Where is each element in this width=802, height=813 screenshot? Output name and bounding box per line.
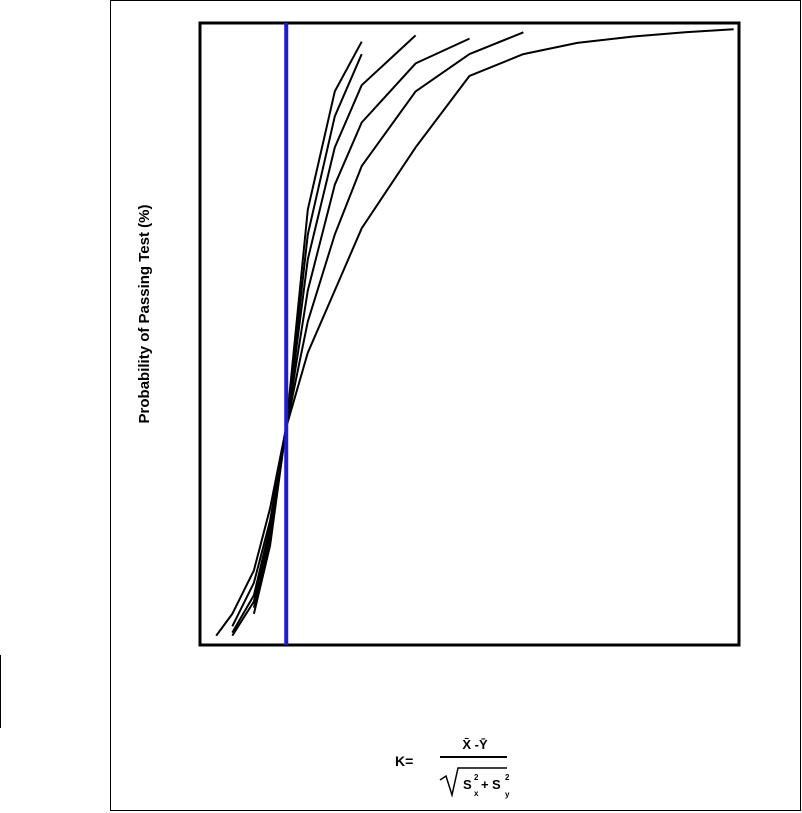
y-axis-label: Probability of Passing Test (%): [136, 205, 153, 424]
curve: [231, 37, 470, 634]
formula-sub1: x: [474, 789, 479, 798]
curve: [215, 28, 734, 637]
formula-sup2: 2: [505, 773, 510, 782]
x-axis-label: K= X̄ -Ȳ S x 2 + S y 2: [395, 737, 510, 799]
plot-area: [198, 21, 741, 647]
curve: [252, 41, 363, 615]
formula-s1: S: [463, 777, 472, 792]
curve: [231, 31, 524, 627]
formula-s2: S: [492, 777, 501, 792]
curve: [231, 34, 417, 637]
formula-plus: +: [481, 777, 489, 792]
formula-lhs: K=: [395, 753, 413, 769]
frame: [110, 0, 801, 811]
formula-numerator: X̄ -Ȳ: [462, 737, 488, 752]
curve: [252, 53, 363, 608]
formula-sub2: y: [505, 790, 510, 799]
sqrt-sign: [439, 767, 507, 798]
formula-sup1: 2: [474, 773, 479, 782]
